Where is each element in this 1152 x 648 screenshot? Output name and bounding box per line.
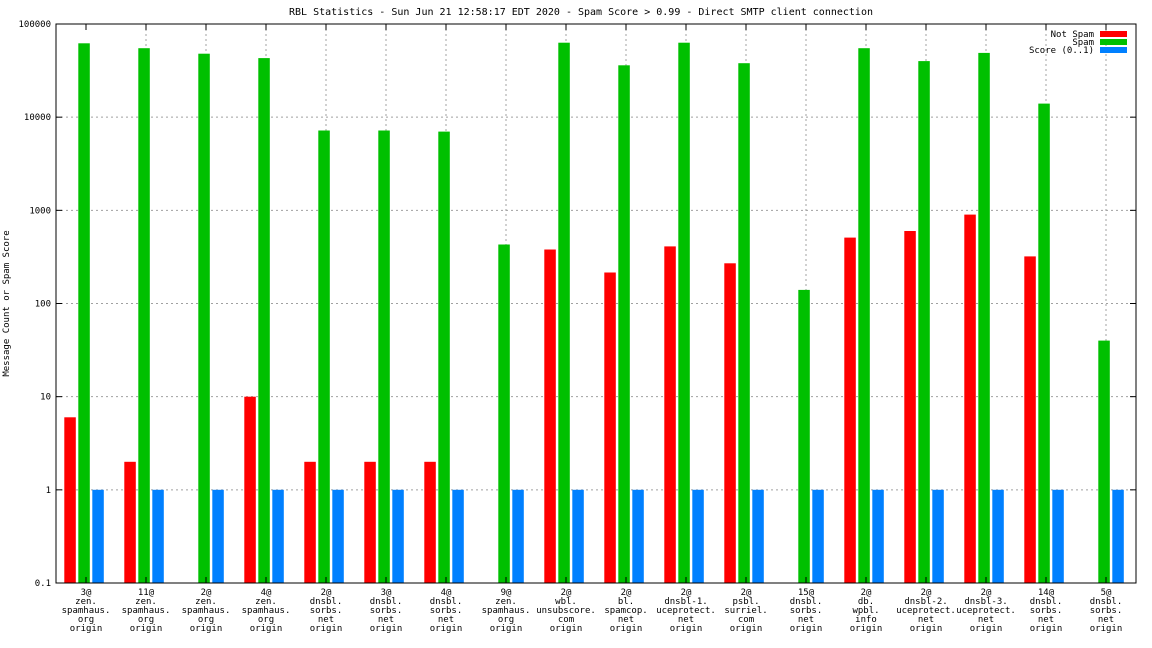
bar-spam [258, 58, 270, 584]
x-tick-label: 4@ zen. spamhaus. org origin [242, 588, 291, 634]
y-tick-label: 100 [35, 300, 51, 310]
legend-label: Not Spam [1051, 30, 1094, 40]
y-tick-label: 10000 [24, 113, 51, 123]
bar-not-spam [544, 249, 556, 583]
x-tick-label: 2@ bl. spamcop. net origin [604, 588, 647, 634]
bar-score-0-1 [992, 489, 1004, 583]
x-tick-label: 9@ zen. spamhaus. org origin [482, 588, 531, 634]
bar-score-0-1 [632, 489, 644, 583]
y-tick-label: 100000 [18, 20, 51, 30]
bar-not-spam [604, 272, 616, 583]
bar-spam [198, 53, 210, 583]
bar-spam [858, 48, 870, 583]
bar-spam [738, 63, 750, 583]
x-tick-label: 2@ dnsbl-3. uceprotect. net origin [956, 588, 1016, 634]
x-tick-label: 2@ dnsbl-1. uceprotect. net origin [656, 588, 716, 634]
x-tick-label: 2@ db. wpbl. info origin [850, 588, 883, 634]
x-tick-label: 2@ zen. spamhaus. org origin [182, 588, 231, 634]
bar-not-spam [304, 461, 316, 583]
bar-spam [918, 61, 930, 584]
bar-not-spam [664, 246, 676, 583]
bar-spam [798, 289, 810, 583]
legend-swatch [1100, 47, 1127, 53]
bar-score-0-1 [392, 489, 404, 583]
bar-not-spam [724, 263, 736, 583]
x-tick-label: 2@ dnsbl-2. uceprotect. net origin [896, 588, 956, 634]
bar-score-0-1 [152, 489, 164, 583]
bar-spam [438, 131, 450, 583]
y-tick-label: 1 [46, 486, 51, 496]
bar-score-0-1 [1112, 489, 1124, 583]
bar-spam [318, 130, 330, 583]
bar-score-0-1 [932, 489, 944, 583]
bar-score-0-1 [572, 489, 584, 583]
x-tick-label: 2@ psbl. surriel. com origin [724, 588, 767, 634]
bars [64, 42, 1124, 584]
bar-spam [1038, 103, 1050, 583]
bar-not-spam [244, 396, 256, 583]
x-tick-label: 5@ dnsbl. sorbs. net origin [1090, 588, 1123, 634]
plot-border [55, 23, 1137, 584]
chart-title: RBL Statistics - Sun Jun 21 12:58:17 EDT… [289, 7, 873, 18]
bar-spam [78, 43, 90, 584]
x-tick-label: 11@ zen. spamhaus. org origin [122, 588, 171, 634]
bar-not-spam [124, 461, 136, 583]
bar-score-0-1 [692, 489, 704, 583]
x-tick-label: 3@ zen. spamhaus. org origin [62, 588, 111, 634]
bar-score-0-1 [92, 489, 104, 583]
bar-score-0-1 [812, 489, 824, 583]
bar-spam [138, 48, 150, 583]
legend-swatch [1100, 39, 1127, 45]
bar-spam [678, 42, 690, 583]
bar-not-spam [64, 417, 76, 583]
y-axis-label: Message Count or Spam Score [2, 230, 12, 376]
x-tick-label: 14@ dnsbl. sorbs. net origin [1030, 588, 1063, 634]
bar-score-0-1 [512, 489, 524, 583]
bar-score-0-1 [452, 489, 464, 583]
bar-spam [1098, 340, 1110, 583]
x-tick-label: 4@ dnsbl. sorbs. net origin [430, 588, 463, 634]
bar-score-0-1 [332, 489, 344, 583]
bar-not-spam [1024, 256, 1036, 583]
bar-score-0-1 [212, 489, 224, 583]
y-tick-label: 0.1 [35, 579, 51, 589]
bar-score-0-1 [1052, 489, 1064, 583]
bar-not-spam [364, 461, 376, 583]
bar-spam [498, 244, 510, 583]
x-tick-label: 3@ dnsbl. sorbs. net origin [370, 588, 403, 634]
bar-spam [978, 52, 990, 583]
bar-not-spam [964, 214, 976, 583]
y-tick-label: 1000 [29, 206, 51, 216]
y-tick-label: 10 [40, 393, 51, 403]
x-tick-label: 15@ dnsbl. sorbs. net origin [790, 588, 823, 634]
legend-label: Score (0..1) [1029, 46, 1094, 56]
bar-score-0-1 [272, 489, 284, 583]
bar-spam [618, 65, 630, 584]
x-tick-label: 2@ wbl. unsubscore. com origin [536, 588, 596, 634]
bar-score-0-1 [752, 489, 764, 583]
legend-label: Spam [1072, 38, 1094, 48]
x-tick-label: 2@ dnsbl. sorbs. net origin [310, 588, 343, 634]
legend-swatch [1100, 31, 1127, 37]
bar-spam [378, 130, 390, 583]
bar-not-spam [424, 461, 436, 583]
bar-score-0-1 [872, 489, 884, 583]
bar-not-spam [904, 231, 916, 583]
bar-spam [558, 42, 570, 583]
bar-not-spam [844, 237, 856, 583]
